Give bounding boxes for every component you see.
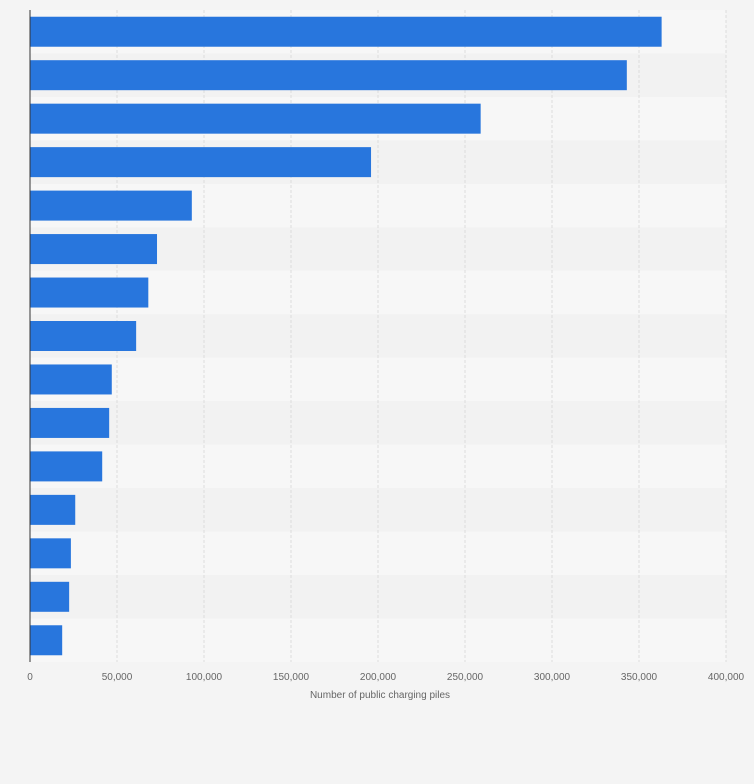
bar bbox=[30, 234, 158, 265]
bar bbox=[30, 407, 110, 438]
row-band bbox=[30, 531, 726, 576]
bar bbox=[30, 190, 192, 221]
bar bbox=[30, 494, 76, 525]
bar bbox=[30, 451, 103, 482]
x-tick-label: 50,000 bbox=[102, 672, 133, 683]
x-tick-label: 300,000 bbox=[534, 672, 571, 683]
x-axis-title: Number of public charging piles bbox=[310, 690, 450, 701]
x-tick-label: 250,000 bbox=[447, 672, 484, 683]
bar bbox=[30, 16, 662, 47]
bar bbox=[30, 538, 71, 569]
bars bbox=[30, 16, 662, 656]
x-tick-label: 0 bbox=[27, 672, 33, 683]
bar bbox=[30, 277, 149, 308]
bar bbox=[30, 364, 112, 395]
bar bbox=[30, 321, 137, 351]
bar bbox=[30, 103, 481, 134]
x-tick-label: 100,000 bbox=[186, 672, 223, 683]
bar bbox=[30, 581, 70, 612]
bar bbox=[30, 60, 627, 91]
x-tick-label: 200,000 bbox=[360, 672, 397, 683]
bar bbox=[30, 147, 372, 178]
x-tick-label: 150,000 bbox=[273, 672, 310, 683]
row-band bbox=[30, 357, 726, 402]
bar bbox=[30, 625, 63, 656]
x-tick-label: 400,000 bbox=[708, 672, 745, 683]
x-tick-labels: 0 50,000 100,000 150,000 200,000 250,000 300,0… bbox=[27, 672, 744, 683]
x-tick-label: 350,000 bbox=[621, 672, 658, 683]
